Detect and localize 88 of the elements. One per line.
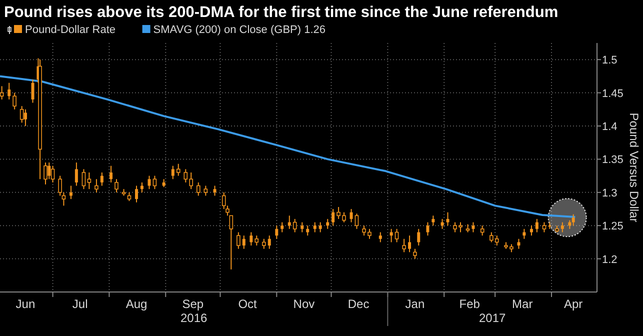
candlestick [114,178,118,193]
candlestick [44,162,48,185]
x-tick-label: Apr [564,297,583,311]
candlestick [572,214,575,226]
candlestick [69,185,72,200]
x-tick-label: Jul [72,297,88,311]
candlestick [292,218,297,233]
legend-label: SMAVG (200) on Close (GBP) 1.26 [153,24,326,36]
legend-label: Pound-Dollar Rate [25,24,116,36]
candlestick [48,162,51,180]
candlestick [196,182,200,196]
candlestick [522,228,526,240]
y-tick-label: 1.2 [602,254,618,266]
candlestick [74,162,78,186]
y-tick-label: 1.4 [602,121,618,133]
x-tick-label: Oct [238,297,258,311]
candlestick [31,79,34,104]
candlestick [426,222,430,236]
candlestick [268,235,271,250]
candlestick [250,232,253,246]
candlestick [378,232,382,243]
x-tick-label: Feb [459,297,480,311]
y-tick-label: 1.5 [602,54,618,67]
candlestick [176,163,180,176]
candlestick [542,222,546,233]
candlestick [50,165,55,183]
y-tick-label: 1.35 [602,154,624,166]
candlestick [472,222,475,233]
candlestick [306,225,310,236]
candlestick [560,222,564,233]
candlestick [20,106,24,124]
candlestick [517,238,520,250]
candlestick [204,185,208,196]
candlestick [446,212,450,226]
candlestick [417,228,420,246]
candlestick [148,175,151,190]
candlestick [354,213,359,230]
x-tick-label: Sep [182,297,204,311]
candlestick [171,165,174,180]
y-tick-label: 1.45 [602,88,624,100]
candlestick [530,225,533,236]
x-tick-label: Nov [293,297,315,311]
candlestick [280,222,284,233]
candlestick [213,185,216,196]
candlestick [394,228,399,243]
candlestick [140,182,144,193]
candlestick [288,215,291,230]
candlestick [402,238,406,253]
candlestick [24,108,27,126]
candlestick [236,232,240,250]
y-tick-label: 1.3 [602,187,618,200]
candlestick [87,172,92,190]
text: 2017 [478,311,506,325]
candlestick [480,225,484,236]
candlestick [313,222,316,233]
x-tick-label: Aug [126,297,148,311]
candlestick [135,185,138,203]
candlestick [326,218,330,230]
x-tick-label: Mar [512,297,533,311]
candlestick [390,228,393,243]
candlestick [408,235,412,253]
candlestick [350,208,353,223]
candlestick [275,225,278,240]
x-tick-label: Jun [16,297,36,311]
candlestick [535,218,538,233]
candlestick [12,92,16,110]
candlestick [254,235,259,246]
x-tick-label: Dec [348,297,370,311]
x-tick-label: Jan [405,297,425,311]
candlestick [332,208,335,226]
candlestick [262,238,266,250]
candlestick [100,172,104,186]
candlestick [413,248,417,260]
y-tick-label: 1.25 [602,220,624,233]
candlestick [318,222,322,233]
candlestick [0,86,4,100]
candlestick [82,168,86,190]
candlestick [110,165,113,183]
candlestick [242,235,246,250]
candlestick [440,218,444,230]
candlestick [152,175,157,190]
candlestick [300,222,304,233]
candlestick [94,178,98,193]
text: 2016 [180,311,208,325]
candlestick [8,82,11,100]
y-axis-title: Pound Versus Dollar [627,112,641,222]
chart-title: Pound rises above its 200-DMA for the first time since the June referendum [4,4,558,21]
candlestick [432,215,435,226]
